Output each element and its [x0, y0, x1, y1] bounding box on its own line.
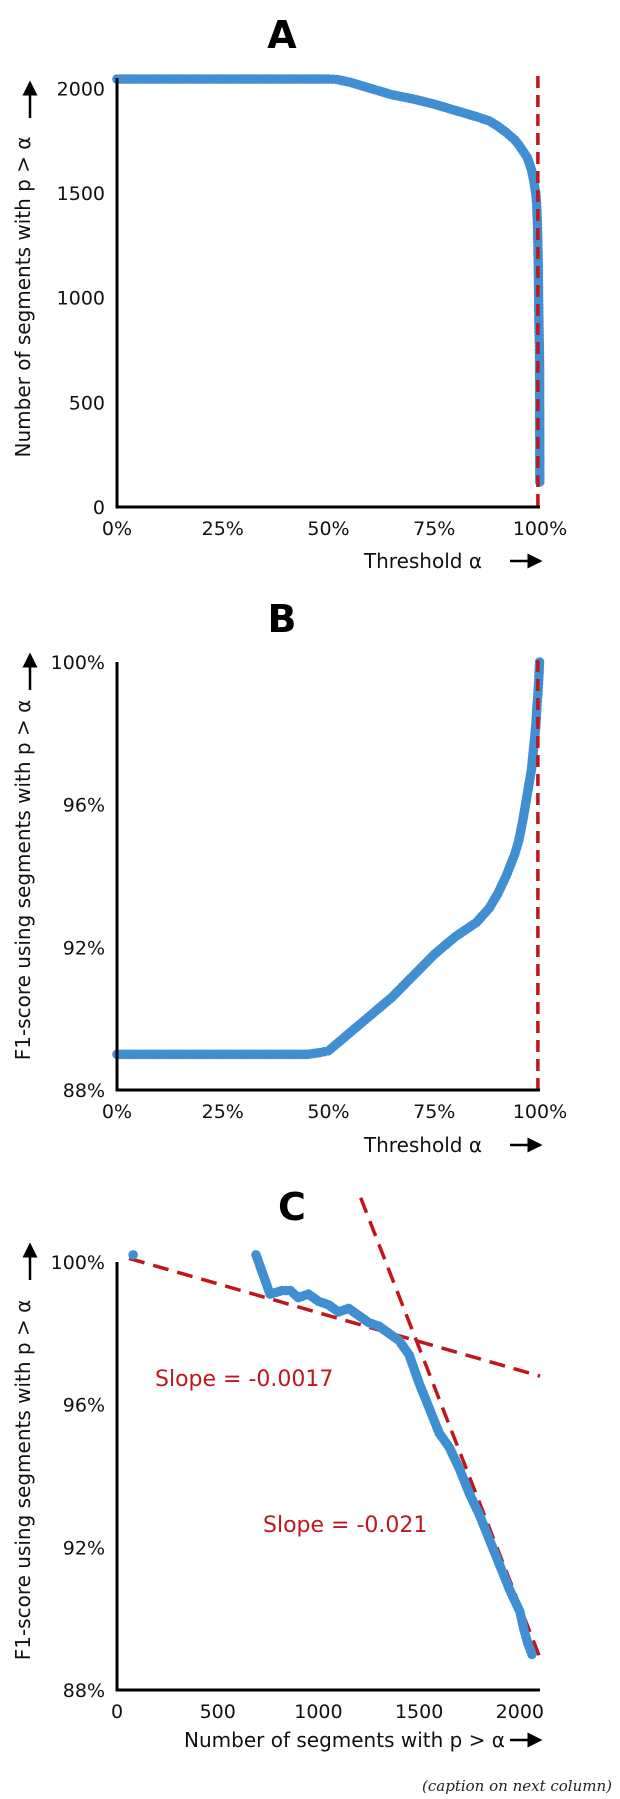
panel-a-x-tick-label: 75% — [413, 518, 455, 540]
panel-c-y-tick-label: 100% — [51, 1252, 105, 1274]
panel-c-x-tick-label: 2000 — [496, 1701, 544, 1723]
panel-c-x-axis-title: Number of segments with p > α — [184, 1728, 505, 1752]
panel-b-y-tick-label: 88% — [63, 1080, 105, 1102]
panel-c-y-tick-label: 92% — [63, 1537, 105, 1559]
panel-b-y-tick-label: 92% — [63, 937, 105, 959]
panel-b-x-tick-label: 50% — [307, 1101, 349, 1123]
panel-c-letter: C — [278, 1185, 306, 1229]
panel-a: A Number of segments with p > α Threshol… — [11, 13, 567, 573]
panel-b-x-tick-label: 25% — [202, 1101, 244, 1123]
panel-b-x-tick-label: 75% — [413, 1101, 455, 1123]
panel-c: C F1-score using segments with p > α Num… — [11, 1185, 544, 1752]
panel-c-y-tick-label: 88% — [63, 1680, 105, 1702]
panel-b-x-axis-title: Threshold α — [363, 1133, 482, 1157]
panel-b: B F1-score using segments with p > α Thr… — [11, 597, 567, 1157]
panel-b-y-tick-label: 100% — [51, 652, 105, 674]
panel-a-y-tick-label: 0 — [93, 497, 105, 519]
panel-a-x-axis-title: Threshold α — [363, 549, 482, 573]
panel-b-y-axis-title: F1-score using segments with p > α — [11, 700, 35, 1061]
panel-c-data-point — [128, 1250, 138, 1260]
panel-c-x-tick-label: 500 — [200, 1701, 236, 1723]
panel-b-x-tick-label: 100% — [513, 1101, 567, 1123]
panel-c-x-tick-label: 1500 — [395, 1701, 443, 1723]
panel-b-x-tick-label: 0% — [102, 1101, 132, 1123]
panel-a-y-tick-label: 1000 — [57, 288, 105, 310]
panel-b-y-tick-label: 96% — [63, 795, 105, 817]
panel-b-letter: B — [268, 597, 297, 641]
panel-c-y-axis-title: F1-score using segments with p > α — [11, 1300, 35, 1661]
panel-a-x-tick-label: 0% — [102, 518, 132, 540]
panel-c-x-tick-label: 1000 — [294, 1701, 342, 1723]
panel-c-data-point — [527, 1649, 537, 1660]
panel-a-x-tick-label: 100% — [513, 518, 567, 540]
panel-a-y-axis-title: Number of segments with p > α — [11, 137, 35, 458]
panel-a-y-tick-label: 1500 — [57, 183, 105, 205]
slope-label-shallow: Slope = -0.0017 — [155, 1367, 333, 1392]
panel-a-x-tick-label: 50% — [307, 518, 349, 540]
slope-label-steep: Slope = -0.021 — [263, 1513, 427, 1538]
panel-a-y-tick-label: 2000 — [57, 78, 105, 100]
panel-a-y-tick-label: 500 — [69, 392, 105, 414]
caption-note: (caption on next column) — [422, 1777, 612, 1795]
panel-a-x-tick-label: 25% — [202, 518, 244, 540]
panel-c-x-tick-label: 0 — [111, 1701, 123, 1723]
panel-a-letter: A — [267, 13, 297, 57]
panel-c-trend-line-1 — [128, 1256, 541, 1378]
panel-c-y-tick-label: 96% — [63, 1395, 105, 1417]
